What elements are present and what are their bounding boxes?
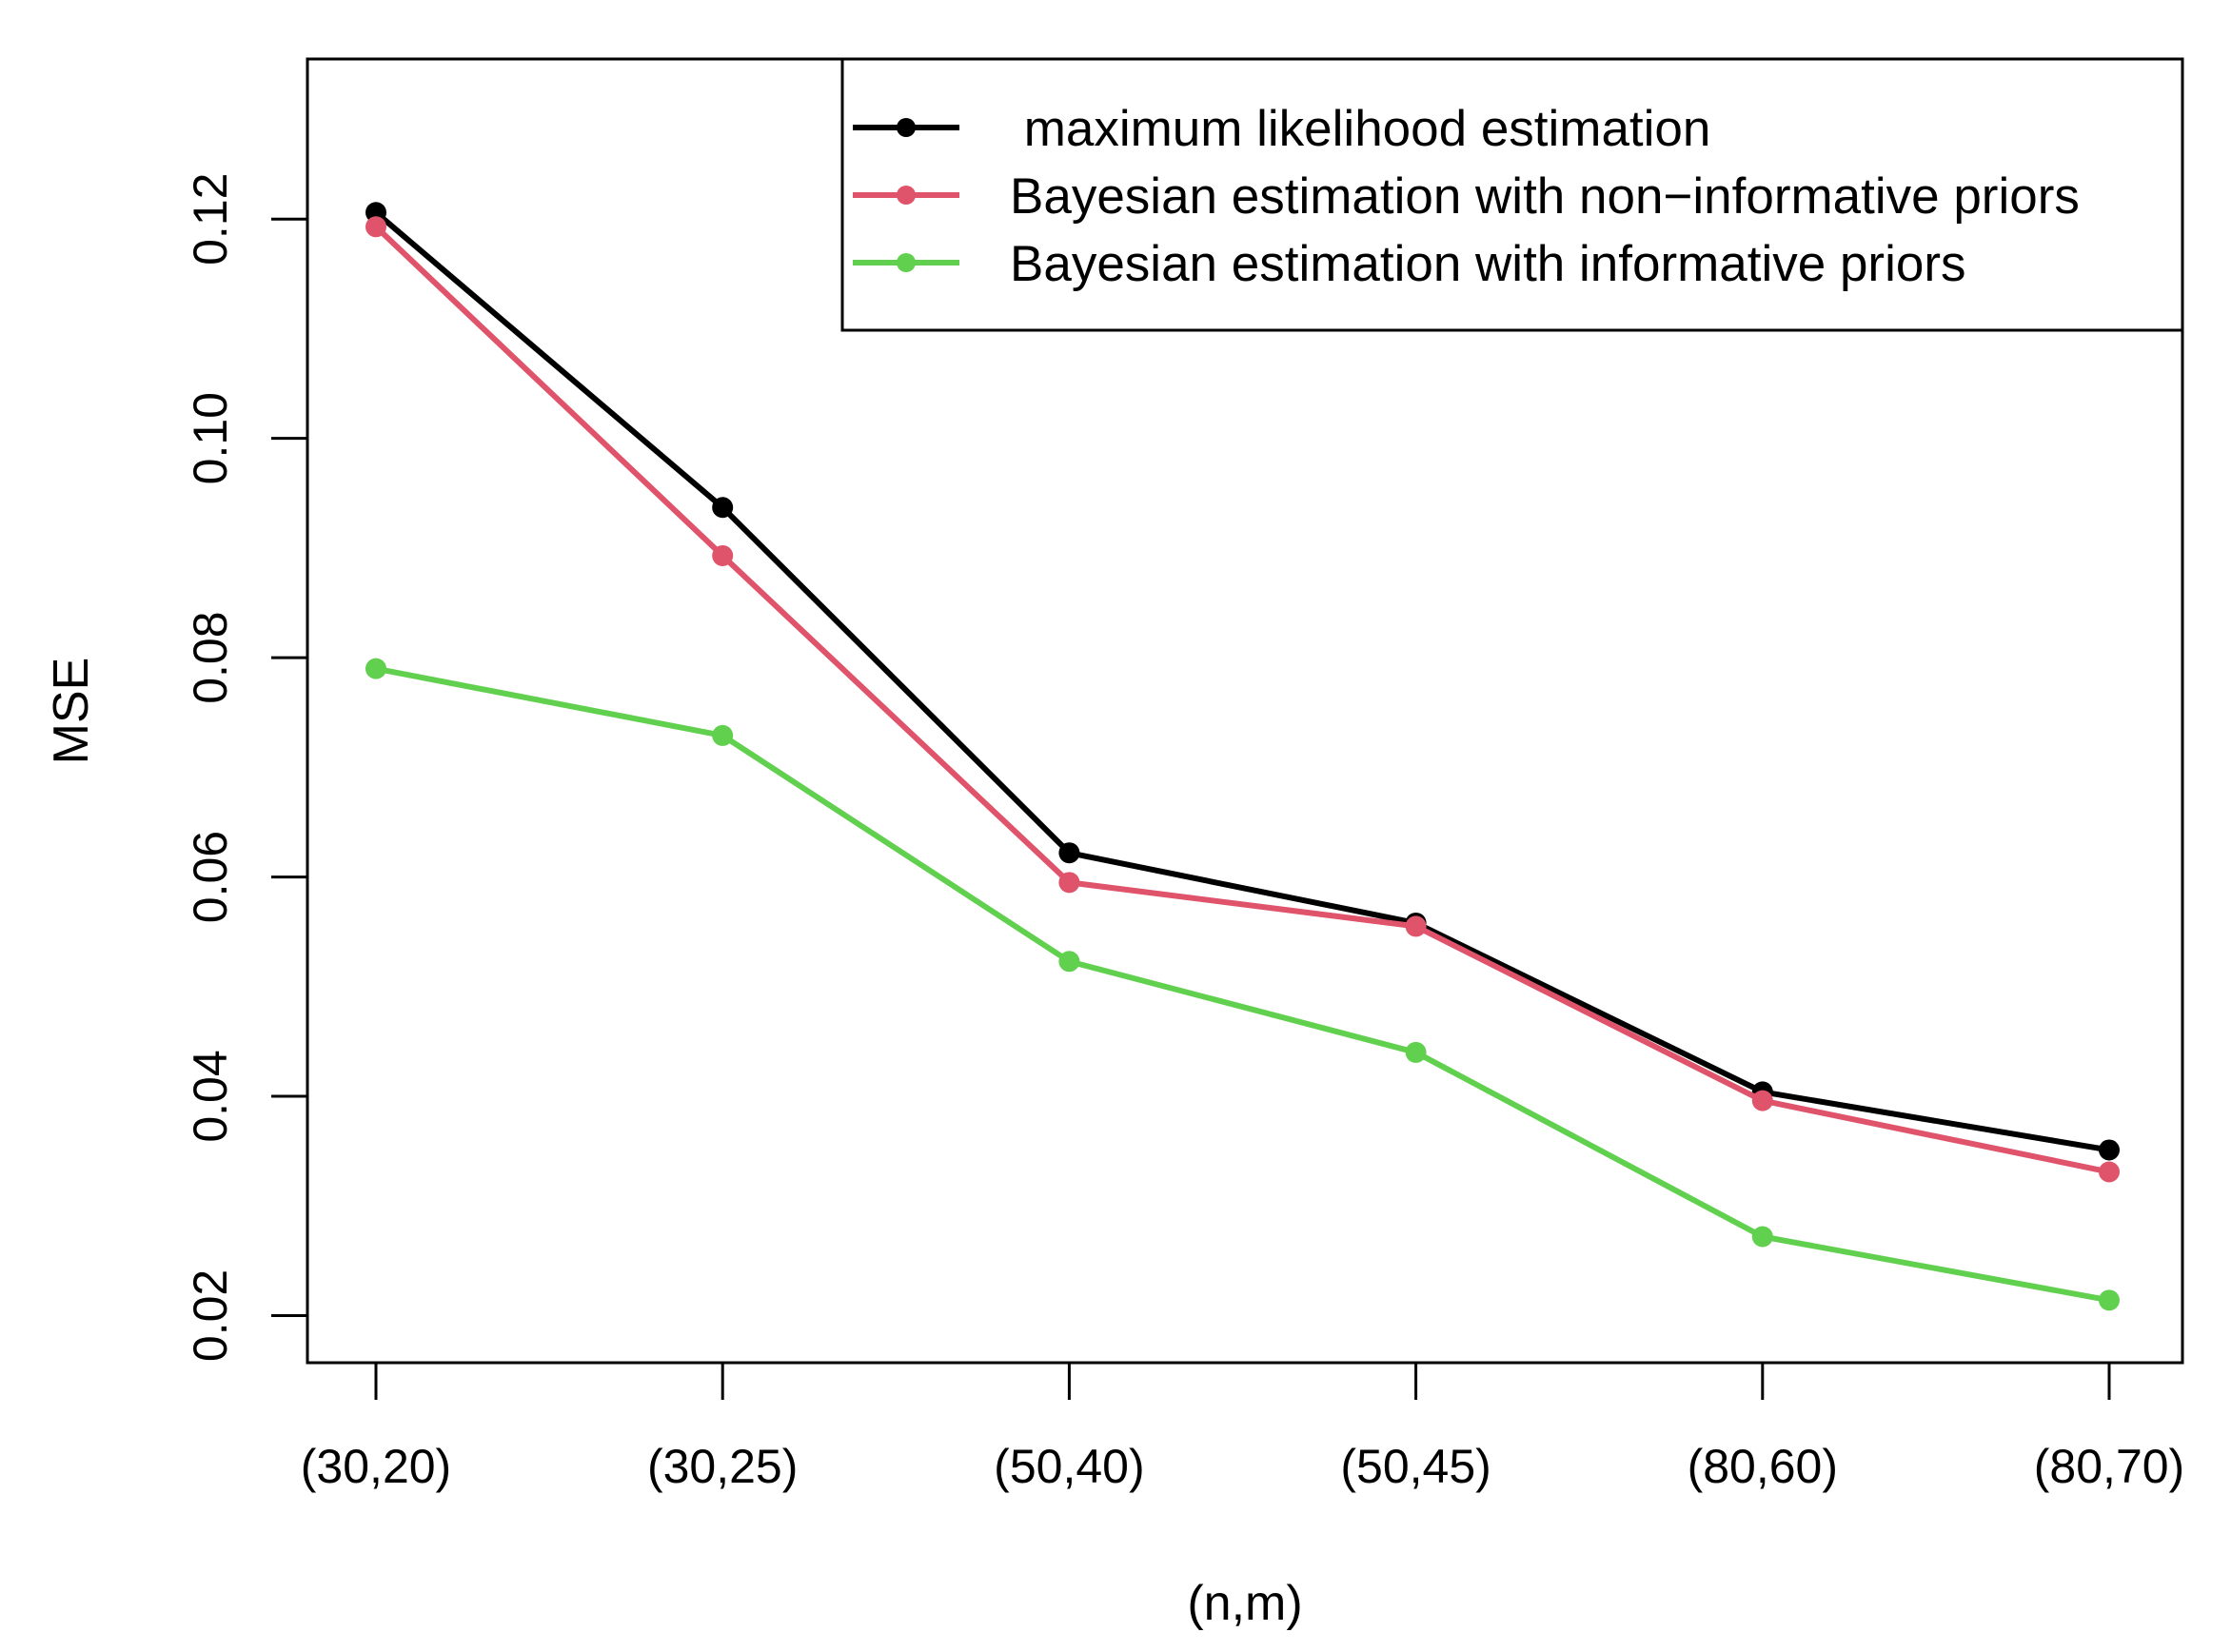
series-layer xyxy=(365,202,2120,1311)
data-point-noninformative xyxy=(365,216,386,238)
y-tick-label: 0.10 xyxy=(184,392,237,484)
x-tick-label: (80,70) xyxy=(2034,1440,2184,1493)
series-line-informative xyxy=(375,665,2110,1304)
legend-label-noninformative: Bayesian estimation with non−informative… xyxy=(1010,168,2080,225)
data-point-noninformative xyxy=(712,544,734,566)
legend-label-mle: maximum likelihood estimation xyxy=(1010,101,1710,157)
y-tick-label: 0.02 xyxy=(184,1269,237,1362)
series-mle xyxy=(365,202,2120,1161)
x-tick-label: (80,60) xyxy=(1688,1440,1838,1493)
data-point-noninformative xyxy=(2099,1161,2120,1183)
series-noninformative xyxy=(365,216,2120,1183)
data-point-noninformative xyxy=(1751,1090,1773,1111)
x-tick-label: (50,45) xyxy=(1340,1440,1491,1493)
legend-label-informative: Bayesian estimation with informative pri… xyxy=(1010,236,1965,292)
y-tick-label: 0.04 xyxy=(184,1050,237,1142)
legend-box xyxy=(840,57,2184,332)
x-axis: (30,20) (30,25) (50,40) (50,45) (80,60) (80,7… xyxy=(301,1361,2184,1493)
data-point-mle xyxy=(2099,1139,2120,1161)
data-point-informative xyxy=(2099,1289,2120,1311)
legend-key-marker-informative xyxy=(897,253,916,272)
data-point-informative xyxy=(712,724,734,746)
legend-key-marker-noninformative xyxy=(897,186,916,205)
y-tick-label: 0.12 xyxy=(184,173,237,266)
legend-key-marker-mle xyxy=(897,118,916,137)
data-point-noninformative xyxy=(1405,915,1427,937)
legend: maximum likelihood estimation Bayesian e… xyxy=(840,57,2184,332)
y-tick-label: 0.06 xyxy=(184,831,237,923)
data-point-informative xyxy=(1751,1226,1773,1248)
data-point-mle xyxy=(1058,842,1080,864)
y-axis-title: MSE xyxy=(44,658,99,765)
data-point-informative xyxy=(1405,1041,1427,1063)
data-point-noninformative xyxy=(1058,872,1080,894)
x-tick-label: (30,25) xyxy=(647,1440,798,1493)
series-informative xyxy=(365,658,2120,1311)
data-point-informative xyxy=(1058,951,1080,973)
x-axis-title: (n,m) xyxy=(1187,1576,1302,1631)
series-line-noninformative xyxy=(373,225,2110,1175)
data-point-informative xyxy=(365,658,386,679)
y-axis: 0.02 0.04 0.06 0.08 0.10 0.12 xyxy=(184,173,309,1362)
y-tick-label: 0.08 xyxy=(184,611,237,703)
data-point-mle xyxy=(712,497,734,519)
series-line-mle xyxy=(374,210,2110,1153)
x-tick-label: (30,20) xyxy=(301,1440,451,1493)
x-tick-label: (50,40) xyxy=(994,1440,1144,1493)
